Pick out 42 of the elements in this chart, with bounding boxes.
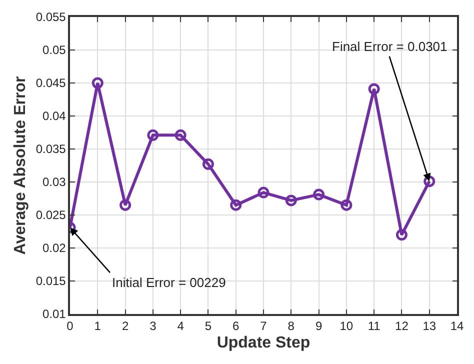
x-tick-label: 13 [422, 319, 436, 334]
x-tick-label: 11 [368, 319, 381, 334]
x-tick-label: 10 [340, 319, 354, 334]
x-tick-label: 6 [232, 319, 240, 334]
point [92, 77, 104, 89]
x-tick-label: 4 [177, 319, 184, 334]
y-tick-label: 0.05 [42, 43, 66, 58]
x-tick-label: 9 [315, 319, 322, 334]
point [396, 229, 408, 241]
x-tick-label: 2 [122, 319, 129, 334]
y-tick-label: 0.03 [42, 175, 66, 190]
x-tick-label: 0 [66, 319, 74, 334]
x-tick-label: 1 [94, 319, 102, 334]
y-tick-label: 0.025 [36, 208, 66, 222]
x-tick-label: 3 [150, 319, 157, 334]
x-tick-label: 12 [395, 319, 409, 334]
y-tick-label: 0.045 [36, 76, 66, 90]
y-tick-label: 0.02 [42, 241, 66, 256]
y-tick-label: 0.04 [42, 109, 66, 124]
point [313, 188, 325, 200]
x-axis-title: Update Step [216, 334, 310, 352]
point [258, 186, 270, 198]
x-tick-label: 8 [288, 319, 295, 334]
point [424, 176, 436, 188]
y-tick-label: 0.01 [42, 307, 66, 322]
x-tick-label: 14 [450, 319, 464, 334]
point [120, 199, 132, 211]
point [368, 83, 380, 95]
point [340, 199, 352, 211]
y-tick-label: 0.035 [36, 142, 66, 156]
x-tick-label: 7 [260, 319, 268, 334]
y-axis-title: Average Absolute Error [12, 76, 30, 255]
point [230, 199, 242, 211]
y-tick-label: 0.015 [36, 274, 66, 288]
annotation: Final Error = 0.0301 [332, 39, 448, 54]
point [285, 194, 297, 206]
y-tick-label: 0.055 [36, 10, 66, 24]
x-tick-label: 5 [204, 319, 212, 334]
annotation: Initial Error = 00229 [112, 275, 226, 290]
point [174, 129, 186, 141]
point [202, 158, 214, 170]
point [147, 129, 159, 141]
